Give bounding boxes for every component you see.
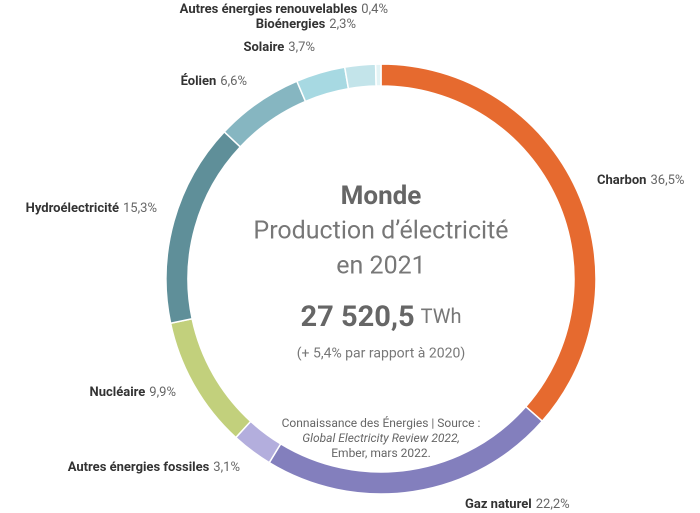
- segment-label: Solaire 3,7%: [243, 40, 315, 55]
- source: Connaissance des Énergies | Source :: [282, 415, 481, 430]
- total: 27 520,5 TWh: [300, 300, 461, 334]
- category-name: Hydroélectricité: [26, 201, 119, 216]
- category-name: Nucléaire: [90, 385, 146, 400]
- donut-segment: [374, 63, 382, 87]
- value-label: 9,9%: [149, 385, 176, 400]
- category-name: Autres énergies fossiles: [68, 460, 210, 475]
- source: Ember, mars 2022.: [331, 446, 431, 460]
- subtitle: Production d’électricité: [253, 217, 508, 246]
- category-name: Charbon: [597, 173, 646, 188]
- segment-label: Autres énergies fossiles 3,1%: [68, 460, 240, 475]
- category-name: Solaire: [243, 40, 284, 55]
- total-value: 27 520,5: [300, 300, 414, 334]
- donut-segment: [165, 130, 242, 325]
- segment-label: Bioénergies 2,3%: [256, 17, 356, 32]
- segment-label: Hydroélectricité 15,3%: [26, 201, 157, 216]
- segment-label: Nucléaire 9,9%: [90, 385, 176, 400]
- segment-label: Charbon 36,5%: [597, 173, 684, 188]
- donut-segment: [223, 80, 307, 148]
- value-label: 15,3%: [123, 201, 157, 216]
- value-label: 36,5%: [650, 173, 684, 188]
- value-label: 0,4%: [361, 2, 388, 17]
- segment-label: Éolien 6,6%: [181, 73, 247, 89]
- value-label: 2,3%: [329, 17, 356, 32]
- growth: (+ 5,4% par rapport à 2020): [297, 346, 466, 362]
- value-label: 22,2%: [536, 497, 570, 512]
- donut-segment: [343, 63, 377, 90]
- chart-title: Monde: [341, 181, 422, 211]
- value-label: 3,7%: [288, 40, 315, 55]
- unit: TWh: [421, 304, 462, 328]
- category-name: Bioénergies: [256, 17, 326, 32]
- value-label: 3,1%: [213, 460, 240, 475]
- donut-segment: [295, 66, 350, 103]
- value-label: 6,6%: [220, 74, 247, 89]
- donut-segment: [169, 317, 252, 439]
- segment-label: Autres énergies renouvelables 0,4%: [180, 2, 388, 17]
- segment-label: Gaz naturel 22,2%: [465, 497, 570, 512]
- category-name: Éolien: [181, 73, 217, 89]
- category-name: Gaz naturel: [465, 497, 532, 512]
- category-name: Autres énergies renouvelables: [180, 2, 358, 17]
- subtitle: en 2021: [336, 252, 425, 281]
- source: Global Electricity Review 2022,: [302, 431, 460, 445]
